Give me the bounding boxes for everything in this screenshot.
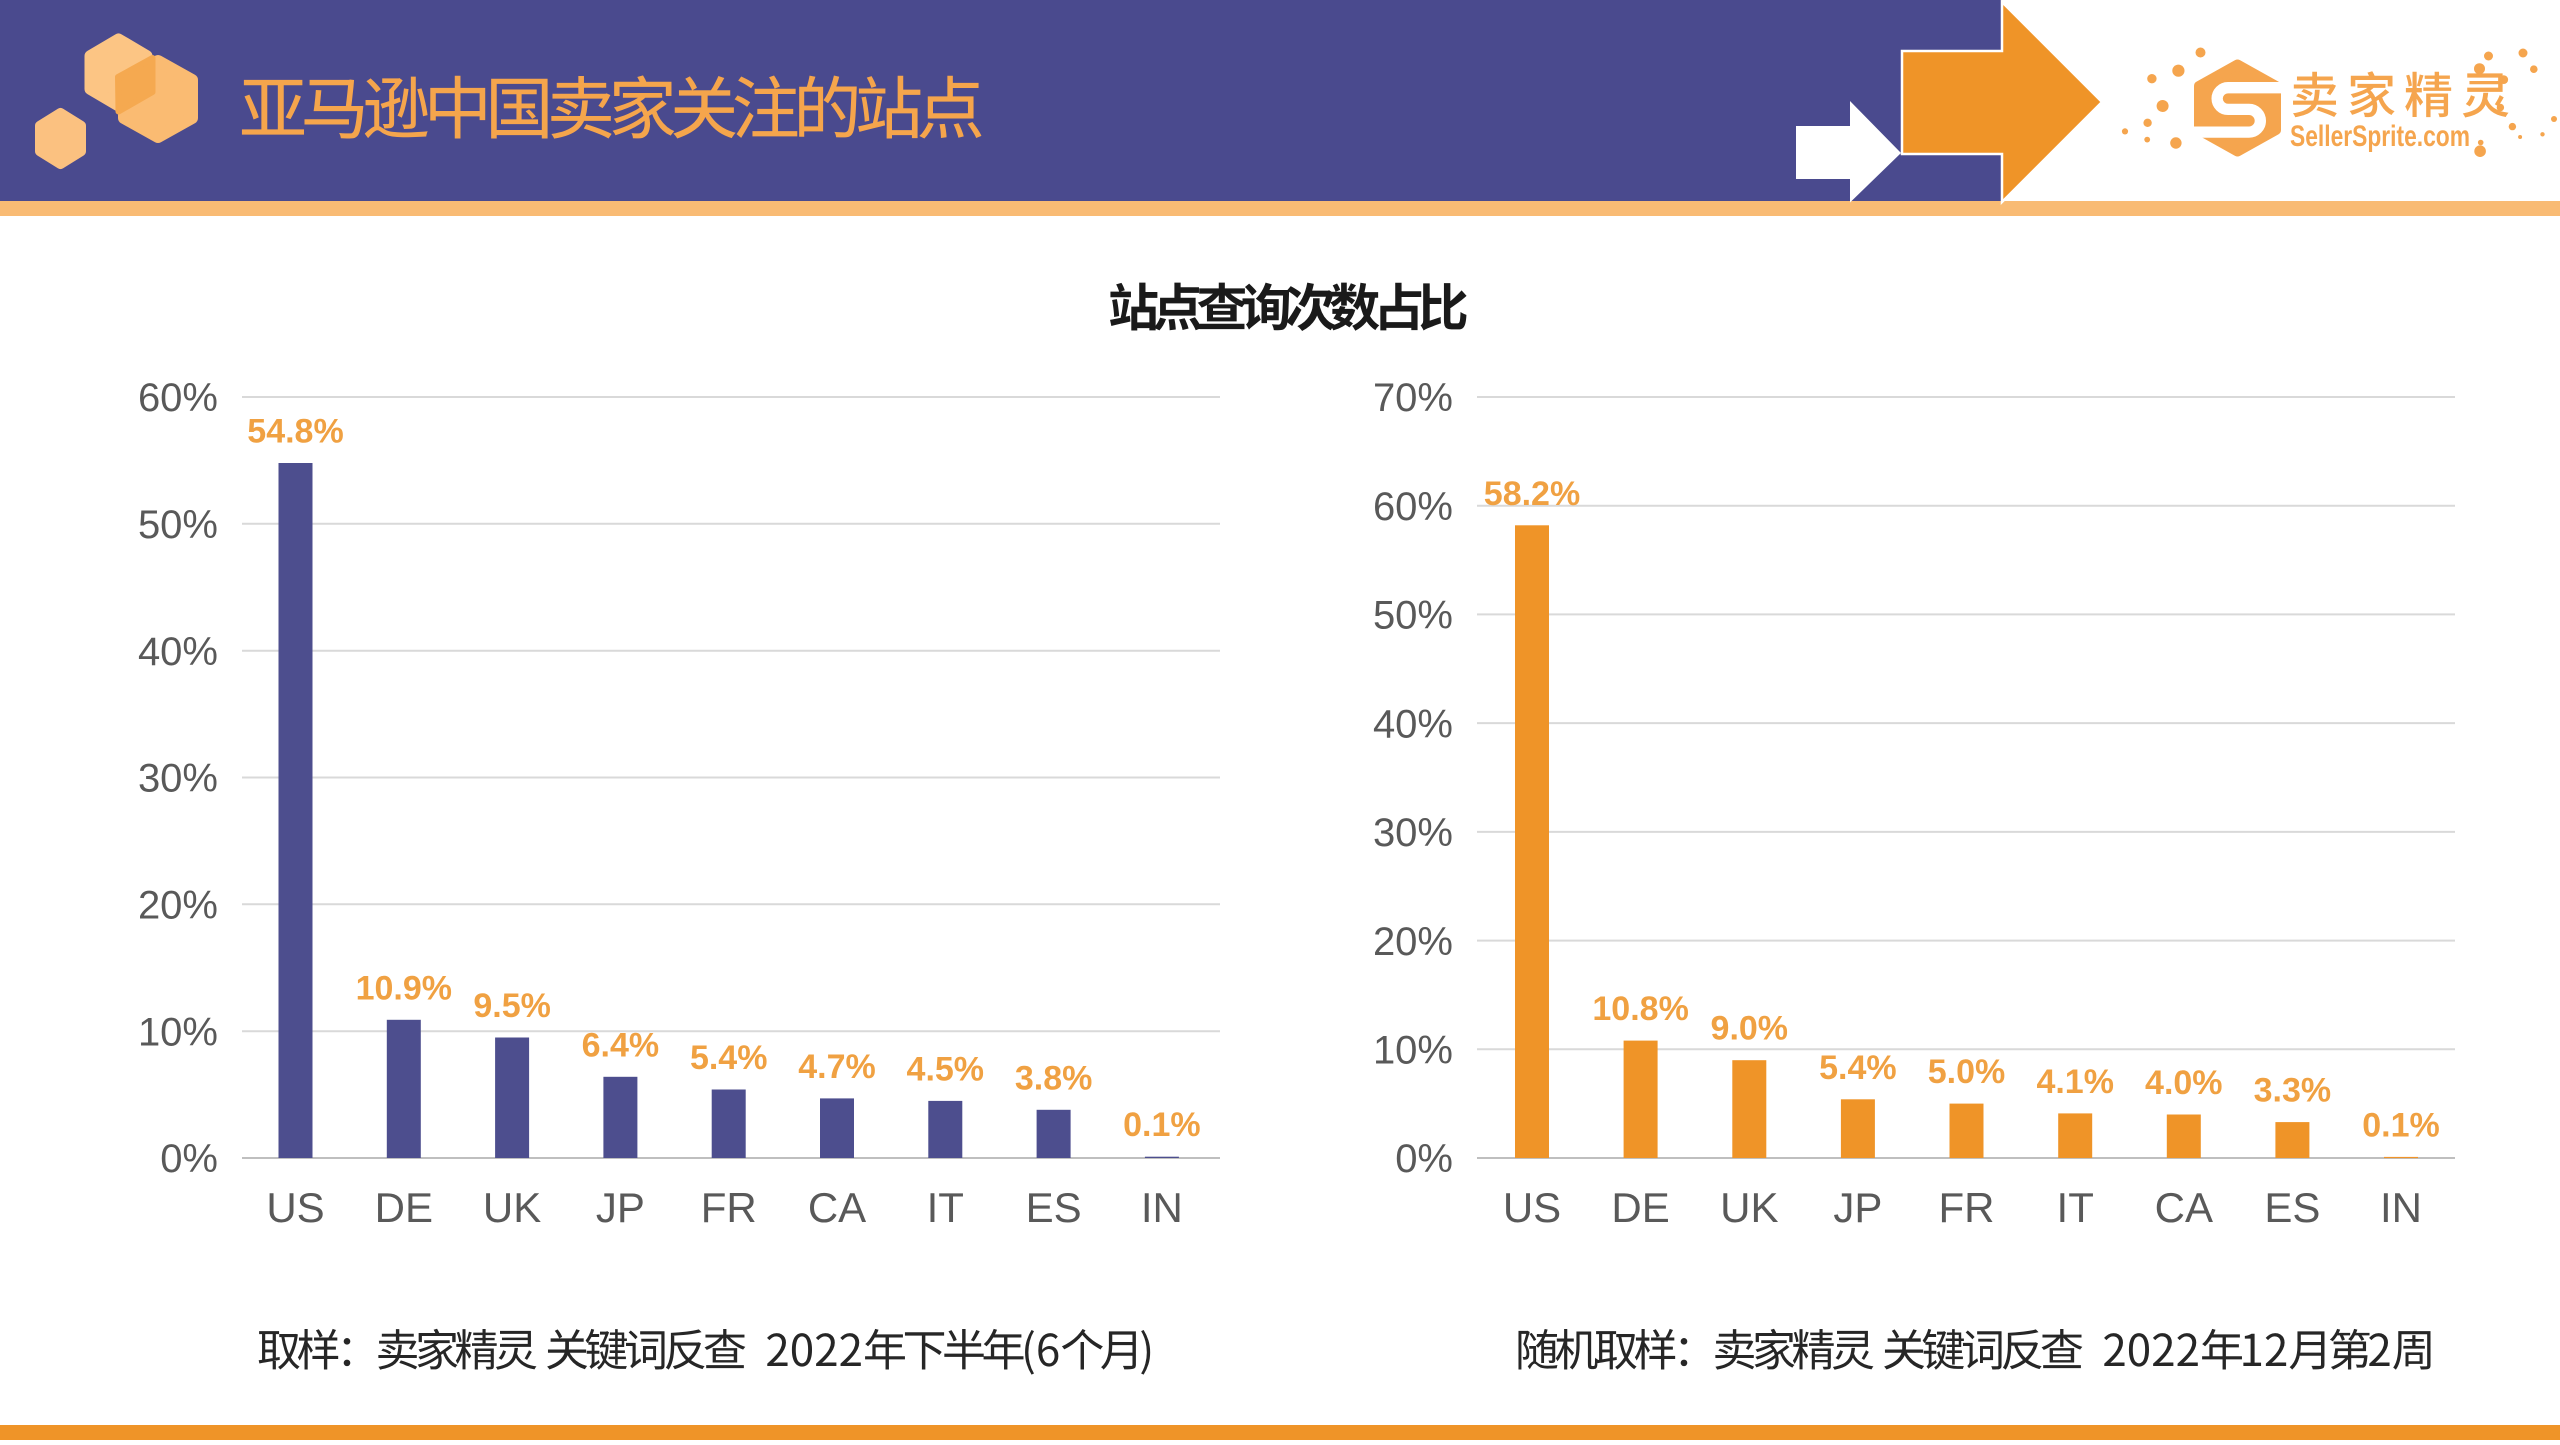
svg-text:DE: DE: [1611, 1184, 1669, 1231]
svg-text:JP: JP: [1833, 1184, 1882, 1231]
svg-text:CA: CA: [2155, 1184, 2213, 1231]
svg-text:US: US: [266, 1184, 324, 1231]
svg-text:0%: 0%: [1395, 1137, 1453, 1181]
svg-text:UK: UK: [483, 1184, 541, 1231]
svg-text:6.4%: 6.4%: [582, 1026, 660, 1064]
svg-text:DE: DE: [375, 1184, 433, 1231]
svg-text:10.9%: 10.9%: [356, 969, 452, 1007]
svg-text:9.0%: 9.0%: [1711, 1010, 1789, 1048]
svg-text:3.3%: 3.3%: [2254, 1072, 2332, 1110]
svg-text:IN: IN: [1141, 1184, 1183, 1231]
svg-text:30%: 30%: [1373, 811, 1453, 855]
svg-text:9.5%: 9.5%: [473, 987, 551, 1025]
svg-text:5.0%: 5.0%: [1928, 1053, 2006, 1091]
svg-text:20%: 20%: [138, 884, 218, 928]
svg-text:0.1%: 0.1%: [1123, 1106, 1201, 1144]
svg-text:10%: 10%: [138, 1010, 218, 1054]
svg-text:50%: 50%: [138, 503, 218, 547]
svg-text:5.4%: 5.4%: [690, 1039, 768, 1077]
svg-text:20%: 20%: [1373, 920, 1453, 964]
svg-text:US: US: [1503, 1184, 1561, 1231]
svg-text:IT: IT: [2057, 1184, 2094, 1231]
svg-text:ES: ES: [2264, 1184, 2320, 1231]
svg-text:FR: FR: [701, 1184, 757, 1231]
svg-text:50%: 50%: [1373, 594, 1453, 638]
svg-text:0%: 0%: [160, 1137, 218, 1181]
svg-text:SellerSprite.com: SellerSprite.com: [2290, 120, 2470, 153]
svg-text:FR: FR: [1939, 1184, 1995, 1231]
svg-text:4.0%: 4.0%: [2145, 1064, 2223, 1102]
svg-text:CA: CA: [808, 1184, 866, 1231]
svg-text:3.8%: 3.8%: [1015, 1059, 1093, 1097]
svg-text:JP: JP: [596, 1184, 645, 1231]
svg-text:60%: 60%: [138, 376, 218, 420]
svg-text:5.4%: 5.4%: [1819, 1049, 1897, 1087]
svg-text:4.5%: 4.5%: [907, 1050, 985, 1088]
svg-text:ES: ES: [1026, 1184, 1082, 1231]
svg-text:60%: 60%: [1373, 485, 1453, 529]
svg-text:58.2%: 58.2%: [1484, 475, 1580, 513]
svg-text:70%: 70%: [1373, 376, 1453, 420]
svg-text:UK: UK: [1720, 1184, 1778, 1231]
svg-text:40%: 40%: [138, 630, 218, 674]
svg-text:54.8%: 54.8%: [247, 413, 343, 451]
svg-text:4.1%: 4.1%: [2036, 1063, 2114, 1101]
svg-text:10.8%: 10.8%: [1592, 990, 1688, 1028]
svg-text:IN: IN: [2380, 1184, 2422, 1231]
svg-text:IT: IT: [927, 1184, 964, 1231]
svg-text:30%: 30%: [138, 757, 218, 801]
svg-text:4.7%: 4.7%: [798, 1048, 876, 1086]
svg-text:40%: 40%: [1373, 702, 1453, 746]
svg-text:0.1%: 0.1%: [2362, 1106, 2440, 1144]
svg-text:10%: 10%: [1373, 1029, 1453, 1073]
